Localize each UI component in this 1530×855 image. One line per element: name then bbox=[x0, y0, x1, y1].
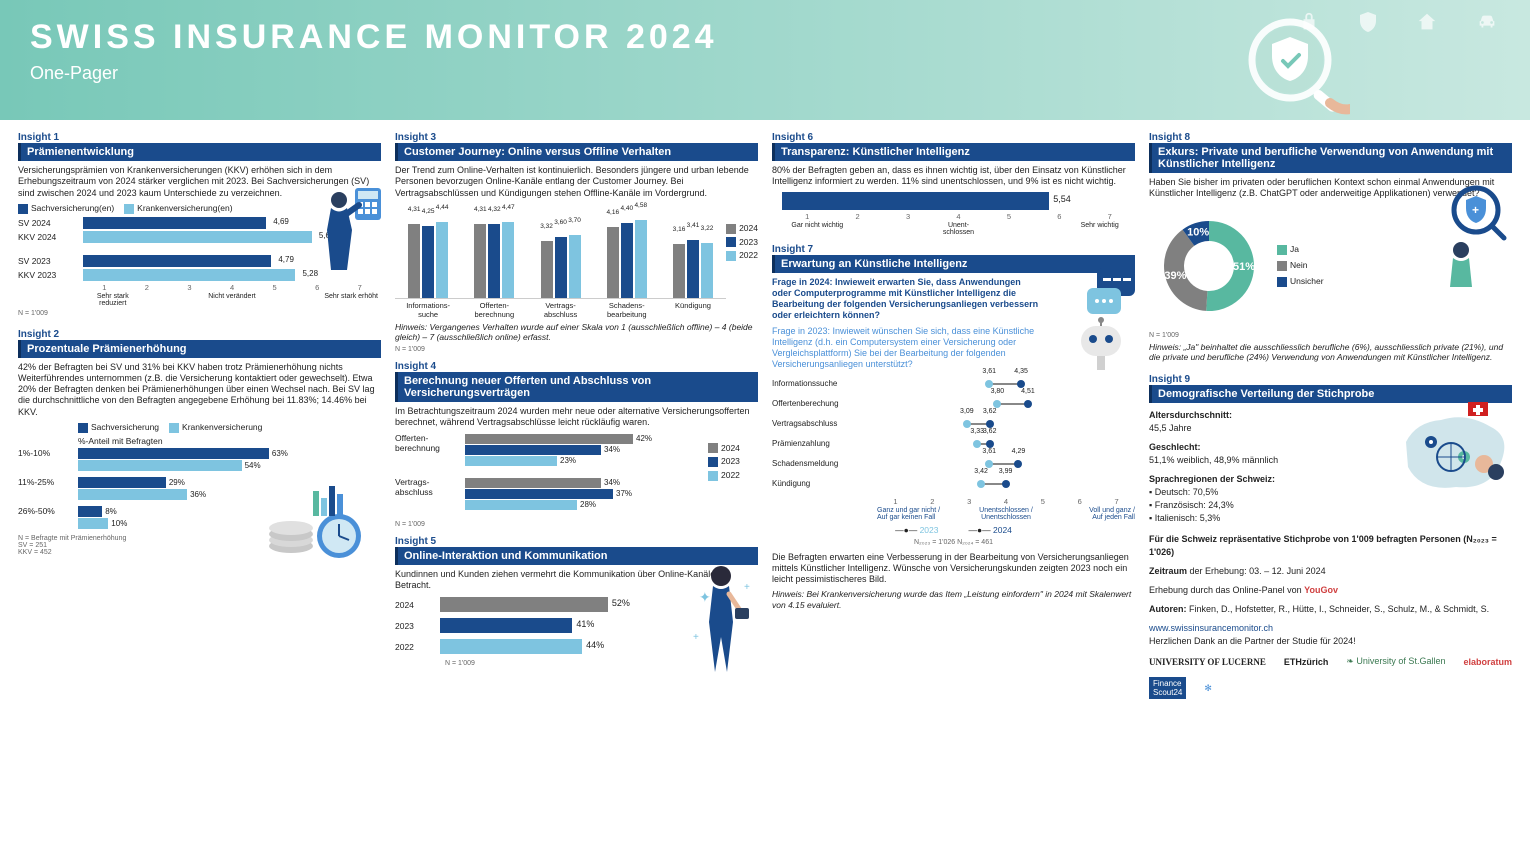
col-4: Insight 8 Exkurs: Private und berufliche… bbox=[1149, 132, 1512, 699]
coins-clock-icon bbox=[261, 486, 381, 561]
i3-text: Der Trend zum Online-Verhalten ist konti… bbox=[395, 165, 758, 199]
partner-logos: UNIVERSITY OF LUCERNE ETHzürich ❧ Univer… bbox=[1149, 656, 1512, 699]
insight-2: Insight 2 Prozentuale Prämienerhöhung 42… bbox=[18, 329, 381, 556]
website-link[interactable]: www.swissinsurancemonitor.ch bbox=[1149, 623, 1273, 633]
i7-label: Insight 7 bbox=[772, 244, 1135, 255]
i8-hint: Hinweis: „Ja" beinhaltet die ausschliess… bbox=[1149, 342, 1512, 363]
person-walking-icon: ✦ + + bbox=[689, 562, 754, 677]
i9-label: Insight 9 bbox=[1149, 374, 1512, 385]
i7-legend: —●— 2023 —●— 2024 bbox=[772, 525, 1135, 535]
i1-axis: 1234567 bbox=[83, 283, 381, 292]
home-icon bbox=[1416, 11, 1438, 33]
svg-text:10%: 10% bbox=[1187, 226, 1209, 238]
insight-4: Insight 4 Berechnung neuer Offerten und … bbox=[395, 361, 758, 528]
col-2: Insight 3 Customer Journey: Online versu… bbox=[395, 132, 758, 699]
svg-text:+: + bbox=[693, 632, 699, 643]
i8-note: N = 1'009 bbox=[1149, 332, 1512, 339]
insight-9: Insight 9 Demografische Verteilung der S… bbox=[1149, 374, 1512, 700]
i3-legend: 2024 2023 2022 bbox=[726, 223, 758, 261]
i7-summary: Die Befragten erwarten eine Verbesserung… bbox=[772, 552, 1135, 586]
svg-text:39%: 39% bbox=[1164, 269, 1186, 281]
i1-note: N = 1'009 bbox=[18, 310, 381, 317]
car-icon bbox=[1474, 11, 1500, 33]
i2-label: Insight 2 bbox=[18, 329, 381, 340]
svg-text:+: + bbox=[744, 582, 750, 593]
i6-axis: 1234567 bbox=[782, 212, 1135, 221]
i7-dumbbell-chart: Informationssuche 3,61 4,35 Offertenbere… bbox=[772, 377, 1135, 491]
i7-axis: 1234567 bbox=[877, 497, 1135, 506]
i8-label: Insight 8 bbox=[1149, 132, 1512, 143]
i8-legend: Ja Nein Unsicher bbox=[1277, 244, 1324, 286]
i6-axis-labels: Gar nicht wichtigUnent- schlossenSehr wi… bbox=[782, 222, 1135, 236]
i5-chart: 202452%202341%202244% bbox=[395, 597, 642, 654]
i7-note: N₂₀₂₃ = 1'026 N₂₀₂₄ = 461 bbox=[772, 539, 1135, 546]
insight-1: Insight 1 Prämienentwicklung Versicherun… bbox=[18, 132, 381, 317]
col-3: Insight 6 Transparenz: Künstlicher Intel… bbox=[772, 132, 1135, 699]
svg-text:51%: 51% bbox=[1233, 261, 1255, 273]
shield-icon bbox=[1356, 10, 1380, 34]
i6-label: Insight 6 bbox=[772, 132, 1135, 143]
i4-note: N = 1'009 bbox=[395, 521, 758, 528]
insight-8: Insight 8 Exkurs: Private und berufliche… bbox=[1149, 132, 1512, 366]
i2-header: %-Anteil mit Befragten bbox=[78, 436, 381, 446]
insight-1-label: Insight 1 bbox=[18, 132, 381, 143]
i4-label: Insight 4 bbox=[395, 361, 758, 372]
i4-text: Im Betrachtungszeitraum 2024 wurden mehr… bbox=[395, 406, 758, 429]
insight-5: Insight 5 Online-Interaktion und Kommuni… bbox=[395, 536, 758, 668]
i3-title: Customer Journey: Online versus Offline … bbox=[395, 143, 758, 161]
donut-chart-icon: 51% 39% 10% bbox=[1149, 206, 1269, 326]
i2-text: 42% der Befragten bei SV und 31% bei KKV… bbox=[18, 362, 381, 418]
svg-text:+: + bbox=[1472, 203, 1479, 217]
person-calculator-icon bbox=[317, 180, 387, 275]
i4-title: Berechnung neuer Offerten und Abschluss … bbox=[395, 372, 758, 402]
magnifier-shield-icon bbox=[1240, 15, 1350, 115]
i2-title: Prozentuale Prämienerhöhung bbox=[18, 340, 381, 358]
person-magnifier-shield-icon: + bbox=[1426, 182, 1516, 292]
i9-title: Demografische Verteilung der Stichprobe bbox=[1149, 385, 1512, 403]
i3-label: Insight 3 bbox=[395, 132, 758, 143]
i6-text: 80% der Befragten geben an, dass es ihne… bbox=[772, 165, 1135, 188]
insight-3: Insight 3 Customer Journey: Online versu… bbox=[395, 132, 758, 353]
i2-legend: Sachversicherung Krankenversicherung bbox=[78, 422, 381, 433]
i4-legend: 2024 2023 2022 bbox=[708, 443, 758, 518]
i5-label: Insight 5 bbox=[395, 536, 758, 547]
i6-bar: 5,54 bbox=[772, 192, 1135, 210]
content-columns: Insight 1 Prämienentwicklung Versicherun… bbox=[0, 120, 1530, 707]
i7-q2024: Frage in 2024: Inwieweit erwarten Sie, d… bbox=[772, 277, 1041, 322]
i7-hint: Hinweis: Bei Krankenversicherung wurde d… bbox=[772, 589, 1135, 610]
i3-hint: Hinweis: Vergangenes Verhalten wurde auf… bbox=[395, 322, 758, 343]
chat-robot-icon bbox=[1059, 264, 1139, 374]
insight-6: Insight 6 Transparenz: Künstlicher Intel… bbox=[772, 132, 1135, 236]
swiss-map-icon bbox=[1396, 402, 1516, 502]
insight-7: Insight 7 Erwartung an Künstliche Intell… bbox=[772, 244, 1135, 614]
i7-q2023: Frage in 2023: Inwieweit wünschen Sie si… bbox=[772, 326, 1041, 371]
i3-cat-labels: Informations- sucheOfferten- berechnungV… bbox=[395, 301, 726, 319]
col-1: Insight 1 Prämienentwicklung Versicherun… bbox=[18, 132, 381, 699]
header: SWISS INSURANCE MONITOR 2024 One-Pager bbox=[0, 0, 1530, 120]
i1-axis-labels: Sehr stark reduziertNicht verändertSehr … bbox=[83, 293, 381, 307]
i8-title: Exkurs: Private und berufliche Verwendun… bbox=[1149, 143, 1512, 173]
i4-chart: Offerten- berechnung42%34%23%Vertrags- a… bbox=[395, 433, 708, 521]
i3-note: N = 1'009 bbox=[395, 346, 758, 353]
svg-text:✦: ✦ bbox=[699, 589, 711, 605]
i3-grouped-bars: 4,314,254,444,314,324,473,323,603,704,16… bbox=[395, 209, 726, 299]
i7-axis-labels: Ganz und gar nicht / Auf gar keinen Fall… bbox=[877, 507, 1135, 521]
i6-title: Transparenz: Künstlicher Intelligenz bbox=[772, 143, 1135, 161]
insight-1-title: Prämienentwicklung bbox=[18, 143, 381, 161]
